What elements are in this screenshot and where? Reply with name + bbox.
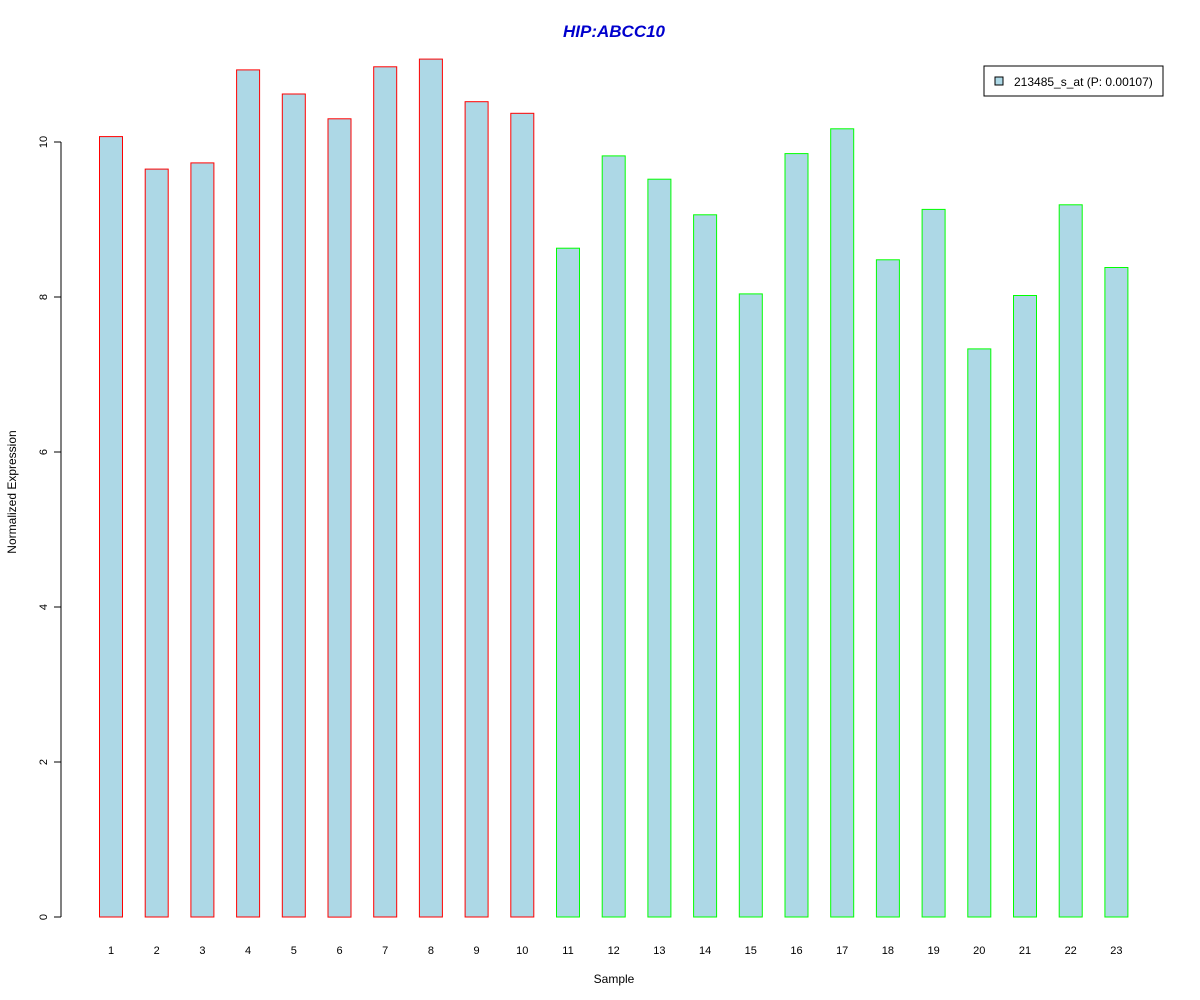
bar-sample-4 <box>236 69 261 918</box>
y-axis: 0 2 4 6 8 10 <box>38 136 62 920</box>
legend-swatch <box>994 76 1004 86</box>
bar-sample-16 <box>784 153 809 918</box>
y-tick-label: 4 <box>38 604 50 610</box>
x-tick-label: 19 <box>927 945 939 957</box>
bar-sample-11 <box>556 247 580 918</box>
legend-label: 213485_s_at (P: 0.00107) <box>1014 75 1153 89</box>
x-tick-label: 23 <box>1110 945 1122 957</box>
bars-group <box>99 58 1129 918</box>
x-tick-label: 11 <box>562 945 573 957</box>
x-tick-label: 6 <box>336 945 342 957</box>
bar-sample-3 <box>190 162 215 918</box>
x-tick-label: 17 <box>836 945 848 957</box>
bar-sample-7 <box>373 66 398 918</box>
x-tick-label: 8 <box>428 945 434 957</box>
x-tick-label: 18 <box>882 945 894 957</box>
y-tick-label: 2 <box>38 759 50 765</box>
x-tick-label: 22 <box>1065 945 1077 957</box>
y-tick-label: 8 <box>38 294 50 300</box>
bar-sample-14 <box>693 214 718 918</box>
x-tick-label: 12 <box>608 945 620 957</box>
y-tick-label: 6 <box>38 449 50 455</box>
y-tick-label: 0 <box>38 914 50 920</box>
x-tick-label: 15 <box>745 945 757 957</box>
x-tick-label: 10 <box>516 945 528 957</box>
bar-sample-1 <box>99 136 123 918</box>
x-tick-label: 21 <box>1019 945 1031 957</box>
x-tick-label: 3 <box>199 945 205 957</box>
y-tick-label: 10 <box>38 136 50 148</box>
x-tick-labels: 1 2 3 4 5 6 7 8 9 10 11 12 13 14 15 16 17 18 19 20 21 22 23 <box>108 945 1123 957</box>
bar-sample-20 <box>967 348 992 918</box>
bar-sample-13 <box>647 178 672 918</box>
bar-sample-18 <box>875 259 900 918</box>
bar-sample-17 <box>830 128 855 918</box>
chart-title: HIP:ABCC10 <box>563 22 666 41</box>
legend-box <box>983 65 1164 97</box>
x-tick-label: 16 <box>790 945 802 957</box>
bar-sample-2 <box>144 168 169 918</box>
x-axis-label: Sample <box>594 972 635 986</box>
bar-sample-6 <box>327 118 352 918</box>
x-tick-label: 2 <box>154 945 160 957</box>
x-tick-label: 4 <box>245 945 251 957</box>
legend: 213485_s_at (P: 0.00107) <box>983 65 1164 97</box>
bar-sample-10 <box>510 112 535 918</box>
bar-sample-22 <box>1058 204 1083 918</box>
x-tick-label: 5 <box>291 945 297 957</box>
bar-sample-19 <box>921 208 946 918</box>
bar-sample-12 <box>601 155 626 918</box>
x-tick-label: 13 <box>653 945 665 957</box>
y-axis-label: Normalized Expression <box>5 430 19 553</box>
bar-sample-23 <box>1104 267 1129 918</box>
x-tick-label: 1 <box>108 945 114 957</box>
bar-sample-21 <box>1013 295 1037 918</box>
bar-sample-5 <box>281 93 306 918</box>
bar-sample-8 <box>418 58 443 918</box>
x-tick-label: 7 <box>382 945 388 957</box>
bar-sample-9 <box>464 101 489 918</box>
x-tick-label: 14 <box>699 945 711 957</box>
bar-sample-15 <box>738 293 763 918</box>
x-tick-label: 9 <box>474 945 480 957</box>
x-tick-label: 20 <box>973 945 985 957</box>
